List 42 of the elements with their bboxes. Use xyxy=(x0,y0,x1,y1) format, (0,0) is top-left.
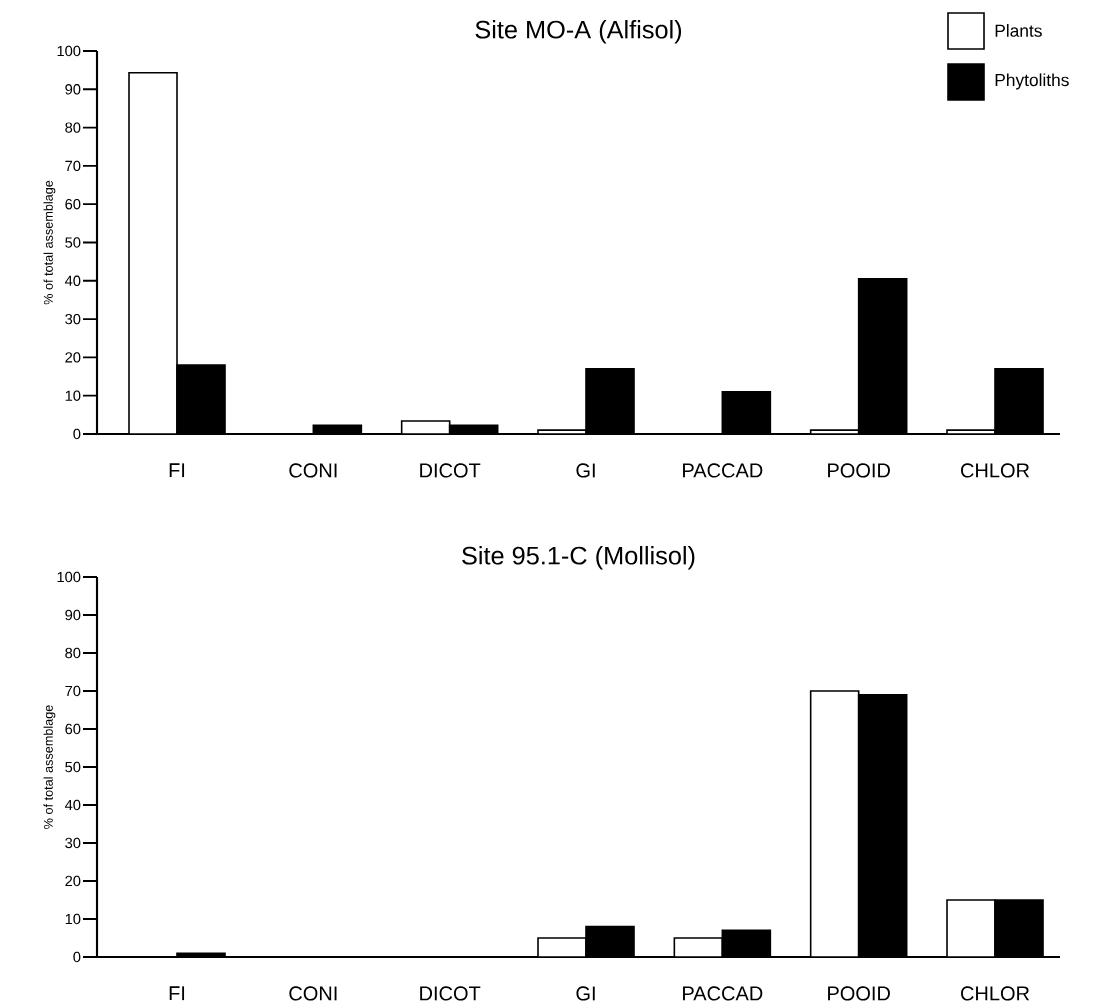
y-tick-label: 70 xyxy=(65,160,81,172)
y-tick-label: 40 xyxy=(64,275,81,286)
y-tick-label: 30 xyxy=(65,313,81,325)
y-axis-title: % of total assemblage xyxy=(43,705,56,829)
legend-label: Phytoliths xyxy=(995,73,1069,90)
y-tick-label: 0 xyxy=(73,951,81,963)
x-tick-label: DICOT xyxy=(420,463,481,478)
x-tick-label: POOID xyxy=(828,986,890,1001)
y-tick-label: 0 xyxy=(73,428,81,440)
x-tick-label: CONI xyxy=(289,986,337,1001)
x-tick-label: CONI xyxy=(289,463,337,478)
y-tick-label: 50 xyxy=(65,237,81,248)
y-tick-label: 60 xyxy=(65,199,81,210)
legend-label: Plants xyxy=(995,24,1042,37)
x-tick-label: PACCAD xyxy=(683,986,763,1001)
y-tick-label: 70 xyxy=(65,685,81,697)
chart-title: Site MO-A (Alfisol) xyxy=(475,20,682,44)
chart-title: Site 95.1-C (Mollisol) xyxy=(462,546,695,570)
x-tick-label: POOID xyxy=(828,463,890,478)
x-tick-label: PACCAD xyxy=(683,463,763,478)
x-tick-label: CHLOR xyxy=(961,986,1030,1001)
y-tick-label: 50 xyxy=(65,761,81,773)
x-tick-label: GI xyxy=(576,986,595,1001)
x-tick-label: FI xyxy=(169,463,185,478)
y-axis-title: % of total assemblage xyxy=(43,180,56,305)
y-tick-label: 100 xyxy=(57,571,81,583)
y-tick-label: 90 xyxy=(65,609,81,621)
y-tick-label: 80 xyxy=(65,647,81,659)
y-tick-label: 10 xyxy=(65,913,81,925)
y-tick-label: 20 xyxy=(65,875,81,887)
x-tick-label: CHLOR xyxy=(961,463,1030,478)
x-tick-label: GI xyxy=(576,463,595,478)
y-tick-label: 80 xyxy=(65,122,81,133)
y-tick-label: 20 xyxy=(65,352,81,363)
y-tick-label: 90 xyxy=(65,84,81,95)
y-tick-label: 60 xyxy=(65,723,81,735)
y-tick-label: 40 xyxy=(64,799,81,811)
y-tick-label: 100 xyxy=(57,45,81,57)
x-tick-label: FI xyxy=(169,986,185,1001)
x-tick-label: DICOT xyxy=(420,986,481,1001)
y-tick-label: 30 xyxy=(65,837,81,849)
y-tick-label: 10 xyxy=(65,390,81,401)
